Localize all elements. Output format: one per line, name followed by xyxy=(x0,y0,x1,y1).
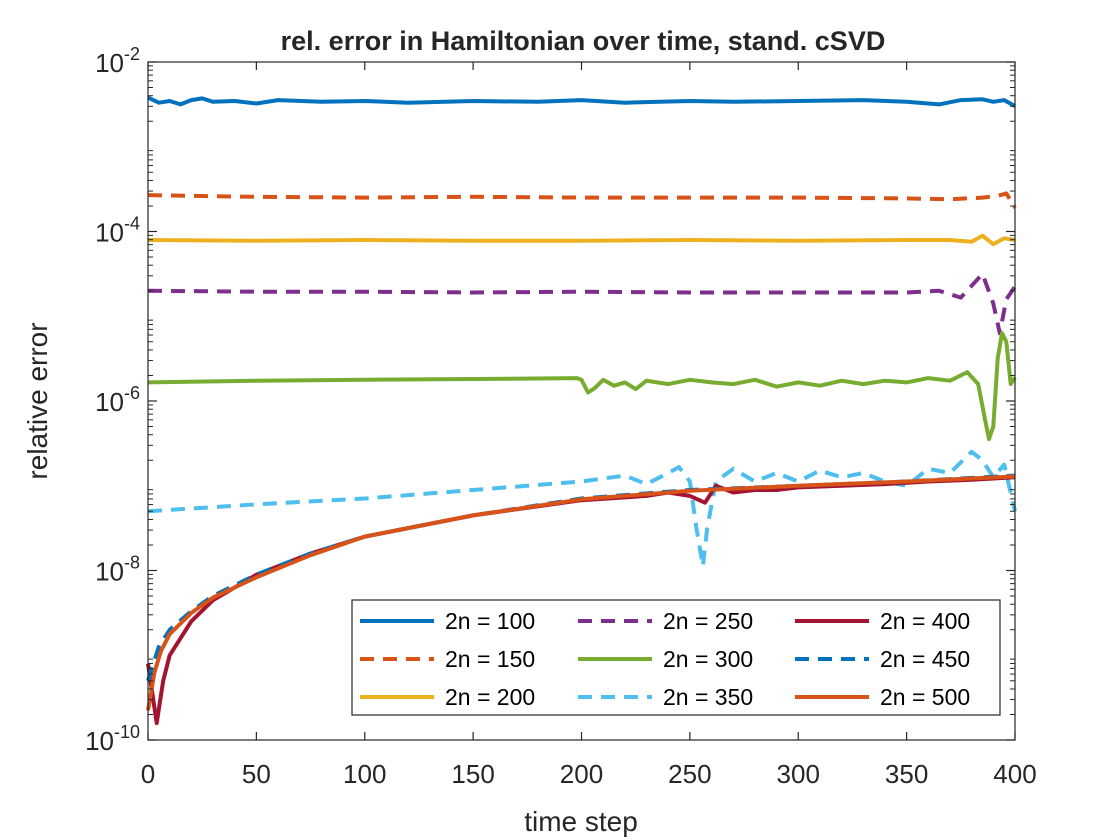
x-tick-label: 100 xyxy=(343,759,386,789)
legend-label: 2n = 200 xyxy=(445,684,535,710)
x-tick-label: 150 xyxy=(451,759,494,789)
legend-label: 2n = 150 xyxy=(445,646,535,672)
y-tick-label: 10-8 xyxy=(95,553,140,587)
series-line-6 xyxy=(147,449,1017,569)
series-line-2 xyxy=(147,191,1017,209)
x-tick-label: 400 xyxy=(993,759,1036,789)
series-line-1 xyxy=(147,95,1016,108)
x-tick-label: 50 xyxy=(242,759,271,789)
y-tick-label: 10-4 xyxy=(95,214,140,248)
legend-label: 2n = 300 xyxy=(663,646,753,672)
legend: 2n = 100 2n = 150 2n = 200 2n = 250 2n = 300… xyxy=(351,599,1001,716)
x-tick-label: 300 xyxy=(777,759,820,789)
legend-label: 2n = 500 xyxy=(880,684,970,710)
y-axis-label: relative error xyxy=(22,322,53,479)
legend-label: 2n = 350 xyxy=(663,684,753,710)
x-tick-label: 0 xyxy=(141,759,155,789)
y-tick-label: 10-10 xyxy=(85,722,140,756)
x-tick-label: 250 xyxy=(668,759,711,789)
series-line-9 xyxy=(146,474,1016,711)
chart-title: rel. error in Hamiltonian over time, sta… xyxy=(281,26,886,56)
x-axis-label: time step xyxy=(524,806,638,837)
series-layer xyxy=(146,95,1017,726)
legend-box xyxy=(351,599,1001,716)
legend-label: 2n = 400 xyxy=(880,608,970,634)
series-line-4 xyxy=(147,271,1017,336)
x-tick-label: 350 xyxy=(885,759,928,789)
legend-label: 2n = 450 xyxy=(880,646,970,672)
series-line-3 xyxy=(147,233,1016,247)
legend-label: 2n = 250 xyxy=(663,608,753,634)
y-tick-label: 10-6 xyxy=(95,383,140,417)
tick-layer: 0 50 100 150 200 250 300 350 400 10-10 10-8 10-6 10-… xyxy=(85,44,1037,789)
x-tick-label: 200 xyxy=(560,759,603,789)
legend-label: 2n = 100 xyxy=(445,608,535,634)
y-tick-label: 10-2 xyxy=(95,44,140,78)
series-line-5 xyxy=(147,331,1017,442)
